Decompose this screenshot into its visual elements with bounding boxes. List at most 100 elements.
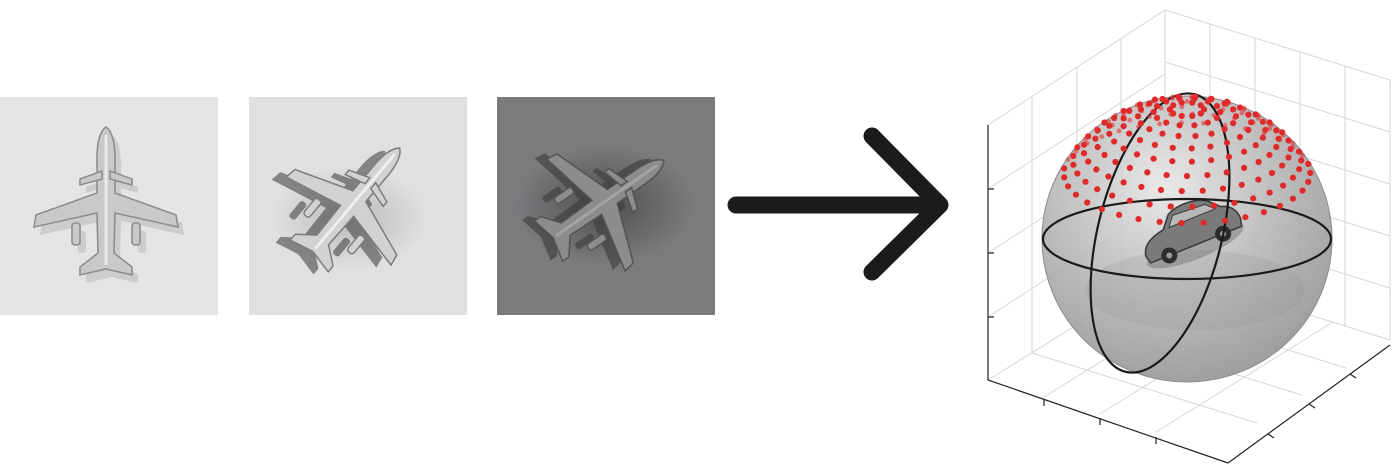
viewpoint-dot — [1169, 144, 1176, 151]
viewpoint-dot — [1290, 144, 1296, 150]
viewpoint-dot — [1150, 108, 1157, 116]
viewpoint-dot — [1273, 143, 1280, 151]
airplane-render-icon — [242, 103, 453, 303]
viewpoint-dot — [1109, 122, 1115, 128]
viewpoint-dot — [1094, 129, 1100, 135]
viewpoint-dot — [1138, 183, 1145, 190]
viewpoint-dot — [1109, 192, 1116, 199]
viewpoint-dot — [1192, 132, 1199, 140]
viewpoint-dot — [1236, 104, 1244, 111]
viewpoint-dot — [1221, 126, 1228, 133]
viewpoint-dot — [1232, 115, 1237, 121]
viewpoint-dot — [1188, 158, 1195, 165]
viewpoint-dot — [1146, 201, 1153, 208]
viewpoint-dot — [1093, 166, 1100, 173]
viewpoint-dot — [1269, 122, 1275, 128]
viewpoint-dot — [1113, 113, 1118, 118]
viewpoint-dot — [1189, 95, 1195, 101]
viewpoint-dot — [1299, 187, 1306, 194]
viewpoint-dot — [1199, 187, 1206, 194]
viewpoint-dot — [1191, 122, 1198, 129]
viewpoint-dot — [1261, 131, 1267, 137]
viewpoint-dot — [1238, 181, 1245, 188]
viewpoint-dot — [1266, 151, 1273, 158]
input-view-1 — [0, 97, 218, 315]
viewpoint-dot — [1200, 104, 1206, 110]
viewpoint-dot — [1260, 209, 1267, 216]
viewpoint-dot — [1092, 135, 1099, 142]
viewpoint-dot — [1120, 179, 1127, 186]
viewpoint-dot — [1222, 217, 1229, 224]
viewpoint-dot — [1157, 121, 1162, 127]
viewpoint-dot — [1280, 182, 1287, 189]
viewpoint-dot — [1289, 174, 1297, 181]
viewpoint-dot — [1305, 160, 1312, 167]
viewpoint-dot — [1204, 119, 1211, 126]
viewpoint-dot — [1190, 111, 1195, 117]
viewpoint-dot — [1205, 99, 1210, 105]
viewpoint-dot — [1230, 120, 1237, 127]
viewpoint-dot — [1151, 141, 1158, 148]
viewpoint-dot — [1073, 148, 1079, 154]
viewpoint-dot — [1189, 203, 1196, 210]
viewpoint-dot — [1158, 105, 1164, 111]
viewpoint-dot — [1285, 137, 1292, 144]
viewpoint-dot — [1277, 137, 1283, 143]
viewpoint-dot — [1241, 148, 1248, 155]
viewpoint-dot — [1121, 113, 1126, 118]
viewpoint-dot — [1290, 140, 1296, 146]
viewpoint-dot — [1070, 152, 1077, 160]
viewpoint-dot — [1094, 186, 1101, 193]
viewpoint-dot — [1207, 143, 1214, 150]
viewpoint-dot — [1136, 137, 1144, 144]
viewpoint-dot — [1225, 153, 1233, 160]
viewpoint-dot — [1267, 125, 1273, 131]
viewpoint-dot — [1153, 103, 1161, 110]
sphere-inner-shadow — [1085, 250, 1305, 330]
viewpoint-dot — [1147, 114, 1152, 119]
viewpoint-dot — [1243, 126, 1248, 131]
viewpoint-dot — [1120, 123, 1127, 130]
viewpoint-dot — [1208, 97, 1214, 102]
viewpoint-dot — [1300, 152, 1305, 158]
viewpoint-dot — [1070, 161, 1077, 168]
viewpoint-dot — [1200, 219, 1207, 226]
viewpoint-dot — [1159, 130, 1166, 137]
viewpoint-dot — [1241, 164, 1248, 171]
viewpoint-dot — [1112, 158, 1119, 166]
viewpoint-dot — [1150, 155, 1157, 162]
viewpoint-dot — [1105, 173, 1112, 180]
viewpoint-dot — [1197, 110, 1204, 117]
viewpoint-dot — [1133, 151, 1141, 158]
viewpoint-dot — [1134, 102, 1140, 108]
viewpoint-dot — [1116, 211, 1123, 218]
viewpoint-dot — [1296, 166, 1303, 173]
viewpoint-dot — [1120, 107, 1127, 115]
viewpoint-dot — [1250, 120, 1256, 125]
viewpoint-dot — [1082, 178, 1089, 185]
viewpoint-dot — [1144, 169, 1151, 176]
viewpoint-dot — [1085, 158, 1092, 165]
viewpoint-dot — [1178, 220, 1185, 227]
viewpoint-dot — [1159, 95, 1166, 103]
viewpoint-dot — [1298, 157, 1305, 164]
viewpoint-dot — [1245, 111, 1252, 118]
viewpoint-dot — [1256, 116, 1261, 121]
viewpoint-dots — [1061, 93, 1314, 227]
right-arrow-icon — [727, 127, 949, 281]
viewpoint-dot — [1175, 93, 1182, 100]
viewpoint-dot — [1080, 150, 1088, 157]
viewpoint-dot — [1106, 130, 1113, 137]
viewpoint-dot — [1157, 186, 1165, 193]
equator-circle — [1041, 197, 1333, 281]
viewpoint-dot — [1211, 112, 1217, 118]
viewpoint-dot — [1175, 132, 1182, 140]
viewpoint-dot — [1259, 134, 1266, 141]
viewpoint-dot — [1223, 169, 1230, 176]
viewpoint-dot — [1266, 189, 1273, 196]
viewpoint-dot — [1135, 216, 1142, 223]
viewpoint-dot — [1146, 126, 1153, 133]
viewpoint-dot — [1213, 103, 1221, 110]
viewpoint-dot — [1116, 128, 1122, 134]
